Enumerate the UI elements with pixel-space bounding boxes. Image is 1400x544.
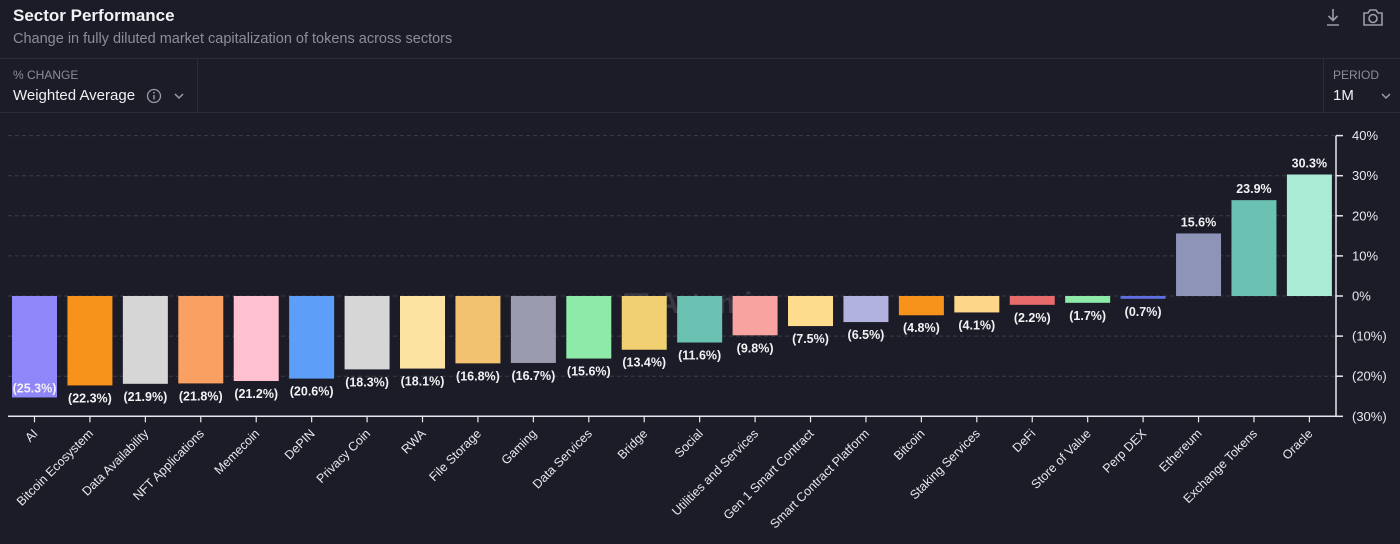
x-tick-label: Smart Contract Platform bbox=[767, 427, 872, 532]
data-label: (4.1%) bbox=[958, 318, 995, 332]
data-label: (7.5%) bbox=[792, 332, 829, 346]
bar-rwa bbox=[400, 296, 446, 369]
data-label: 30.3% bbox=[1292, 156, 1327, 170]
bar-staking-services bbox=[954, 296, 1000, 313]
bar-file-storage bbox=[455, 296, 501, 364]
data-label: (22.3%) bbox=[68, 391, 112, 405]
data-label: (4.8%) bbox=[903, 321, 940, 335]
bar-social bbox=[677, 296, 723, 343]
bar-gaming bbox=[510, 296, 556, 363]
bar-nft-applications bbox=[178, 296, 224, 384]
bar-depin bbox=[289, 296, 335, 379]
metric-label: % CHANGE bbox=[13, 68, 79, 82]
x-tick-label: DeFi bbox=[1010, 427, 1039, 456]
x-tick-label: Store of Value bbox=[1029, 426, 1094, 491]
data-label: (18.1%) bbox=[401, 375, 445, 389]
data-label: (15.6%) bbox=[567, 365, 611, 379]
bar-gen-1-smart-contract bbox=[788, 296, 834, 327]
bar-bitcoin bbox=[898, 296, 944, 316]
data-label: (0.7%) bbox=[1125, 305, 1162, 319]
y-tick-label: 40% bbox=[1352, 128, 1378, 143]
bar-store-of-value bbox=[1065, 296, 1111, 303]
data-label: (18.3%) bbox=[345, 375, 389, 389]
bar-bridge bbox=[621, 296, 667, 350]
y-tick-label: (10%) bbox=[1352, 329, 1387, 344]
camera-icon[interactable] bbox=[1361, 6, 1385, 28]
divider bbox=[1323, 59, 1324, 112]
bar-data-availability bbox=[122, 296, 168, 384]
bar-chart: 40%30%20%10%0%(10%)(20%)(30%)▣ Artemis(2… bbox=[8, 128, 1387, 532]
x-tick-label: DePIN bbox=[282, 427, 318, 463]
data-label: (25.3%) bbox=[13, 381, 57, 395]
data-label: (6.5%) bbox=[848, 328, 885, 342]
x-tick-label: Oracle bbox=[1280, 426, 1316, 462]
x-tick-label: Ethereum bbox=[1156, 427, 1204, 475]
y-tick-label: 0% bbox=[1352, 289, 1371, 304]
data-label: (20.6%) bbox=[290, 385, 334, 399]
data-label: (1.7%) bbox=[1069, 309, 1106, 323]
bar-perp-dex bbox=[1120, 296, 1166, 299]
page-subtitle: Change in fully diluted market capitaliz… bbox=[13, 31, 453, 47]
data-label: 23.9% bbox=[1236, 182, 1271, 196]
controls-bar: % CHANGE Weighted Average PERIOD 1M bbox=[0, 58, 1400, 113]
bar-smart-contract-platform bbox=[843, 296, 889, 323]
x-tick-label: Bridge bbox=[615, 426, 650, 461]
data-label: (16.8%) bbox=[456, 369, 500, 383]
metric-value: Weighted Average bbox=[13, 87, 136, 104]
bar-ethereum bbox=[1176, 233, 1222, 296]
download-icon[interactable] bbox=[1322, 6, 1344, 28]
x-tick-label: Memecoin bbox=[212, 426, 263, 477]
x-tick-label: Privacy Coin bbox=[314, 426, 374, 486]
data-label: (9.8%) bbox=[737, 341, 774, 355]
bar-data-services bbox=[566, 296, 612, 359]
y-tick-label: (20%) bbox=[1352, 369, 1387, 384]
divider bbox=[197, 59, 198, 112]
x-tick-label: Social bbox=[672, 427, 706, 461]
data-label: (2.2%) bbox=[1014, 311, 1051, 325]
data-label: 15.6% bbox=[1181, 215, 1216, 229]
x-tick-label: RWA bbox=[399, 426, 430, 457]
data-label: (16.7%) bbox=[511, 369, 555, 383]
y-tick-label: 10% bbox=[1352, 248, 1378, 263]
period-label: PERIOD bbox=[1333, 68, 1380, 82]
page-title: Sector Performance bbox=[13, 6, 175, 25]
period-value: 1M bbox=[1333, 87, 1354, 104]
x-tick-label: Gen 1 Smart Contract bbox=[721, 426, 817, 522]
bar-defi bbox=[1009, 296, 1055, 305]
data-label: (11.6%) bbox=[678, 349, 721, 363]
data-label: (21.8%) bbox=[179, 389, 223, 403]
chevron-down-icon[interactable] bbox=[173, 90, 185, 102]
x-tick-label: Perp DEX bbox=[1100, 426, 1150, 476]
bar-memecoin bbox=[233, 296, 279, 382]
x-tick-label: AI bbox=[22, 427, 40, 445]
bar-privacy-coin bbox=[344, 296, 390, 370]
bar-ai bbox=[12, 296, 57, 398]
metric-select[interactable]: % CHANGE Weighted Average bbox=[0, 59, 197, 112]
info-icon[interactable] bbox=[146, 88, 162, 104]
data-label: (13.4%) bbox=[622, 356, 666, 370]
bar-bitcoin-ecosystem bbox=[67, 296, 113, 386]
data-label: (21.2%) bbox=[234, 387, 278, 401]
data-label: (21.9%) bbox=[123, 390, 167, 404]
bar-exchange-tokens bbox=[1231, 200, 1277, 296]
chevron-down-icon[interactable] bbox=[1380, 90, 1392, 102]
bar-utilities-and-services bbox=[732, 296, 778, 336]
x-tick-label: File Storage bbox=[426, 426, 484, 484]
x-tick-label: Bitcoin bbox=[891, 426, 927, 462]
y-tick-label: 30% bbox=[1352, 168, 1378, 183]
y-tick-label: (30%) bbox=[1352, 409, 1387, 424]
y-tick-label: 20% bbox=[1352, 208, 1378, 223]
bar-oracle bbox=[1286, 174, 1332, 296]
x-tick-label: Data Services bbox=[530, 427, 595, 492]
x-tick-label: Gaming bbox=[499, 426, 540, 467]
period-select[interactable]: PERIOD 1M bbox=[1324, 59, 1400, 112]
